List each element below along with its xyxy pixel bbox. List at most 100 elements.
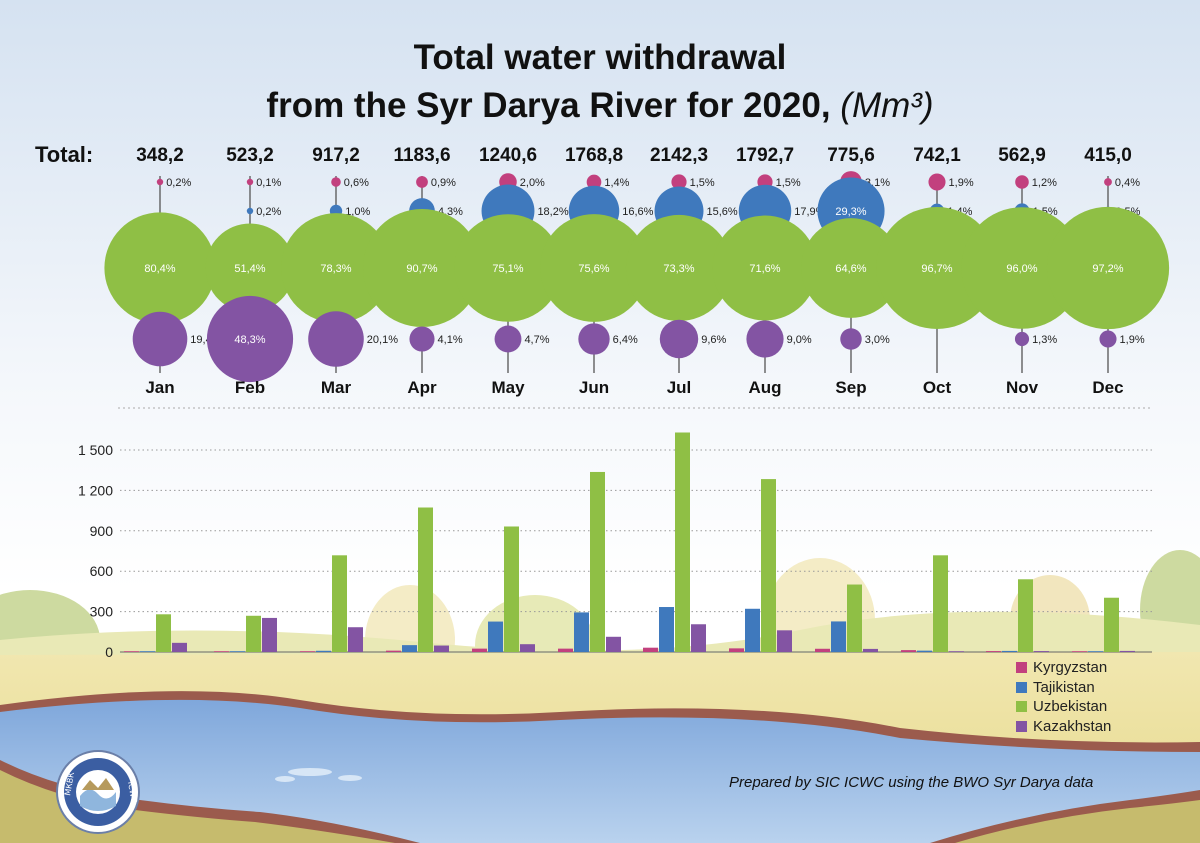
y-tick-label: 1 500 [78,442,113,458]
bubble-uzbekistan-apr [362,208,482,328]
y-tick-label: 900 [90,523,114,539]
bubble-label-kazakhstan-mar: 20,1% [367,334,398,346]
bar-tajikistan-jun [574,612,589,652]
month-label-jan: Jan [145,378,175,397]
icwc-logo: МКВК ICWC [56,750,140,834]
month-label-aug: Aug [748,378,782,397]
bubble-kazakhstan-jan [132,311,188,367]
bar-kyrgyzstan-sep [815,648,830,652]
bubble-label-kazakhstan-aug: 9,0% [787,334,812,346]
bubble-uzbekistan-nov [961,207,1083,329]
bar-tajikistan-apr [402,645,417,652]
bubble-label-kazakhstan-apr: 4,1% [438,334,463,346]
bubble-kazakhstan-nov [1014,331,1030,347]
total-value-aug: 1792,7 [735,145,795,166]
bubble-uzbekistan-feb [205,223,295,313]
bubble-label-kyrgyzstan-oct: 1,9% [949,177,974,189]
bubble-uzbekistan-may [454,214,562,322]
bar-uzbekistan-feb [246,615,261,652]
total-value-dec: 415,0 [1084,145,1132,166]
bar-uzbekistan-dec [1104,597,1119,652]
y-tick-label: 0 [105,644,113,660]
bar-tajikistan-mar [316,650,331,652]
legend-label: Tajikistan [1033,678,1095,696]
bubble-uzbekistan-sep [801,218,901,318]
bubble-label-kyrgyzstan-nov: 1,2% [1032,177,1057,189]
legend-swatch [1016,701,1027,713]
bar-legend: Kyrgyzstan Tajikistan Uzbekistan Kazakhstan [1016,658,1111,736]
bar-tajikistan-oct [917,650,932,652]
bubble-uzbekistan-jul [625,214,733,322]
legend-label: Uzbekistan [1033,698,1108,716]
chart-title-unit: (Mm³) [840,86,934,125]
source-credit: Prepared by SIC ICWC using the BWO Syr D… [729,774,1094,791]
bubble-kyrgyzstan-mar [331,177,341,187]
logo-text-left: МКВК [63,771,76,796]
bubble-uzbekistan-dec [1046,206,1170,330]
bar-kyrgyzstan-jul [643,647,658,652]
total-value-apr: 1183,6 [393,145,451,166]
bar-uzbekistan-jun [590,471,605,652]
bubble-kazakhstan-aug [746,320,784,358]
bubble-label-kazakhstan-sep: 3,0% [865,334,890,346]
bubble-uzbekistan-mar [281,213,391,323]
bar-kazakhstan-may [520,644,535,652]
bubble-label-uzbekistan-dec: 97,2% [1092,263,1123,275]
bar-kyrgyzstan-nov [986,651,1001,652]
bubble-label-kazakhstan-jul: 9,6% [701,334,726,346]
bar-kazakhstan-aug [777,630,792,652]
y-tick-label: 300 [90,604,114,620]
bar-uzbekistan-may [504,526,519,652]
bubble-kyrgyzstan-jun [586,174,602,190]
legend-swatch [1016,720,1027,732]
month-label-may: May [491,378,525,397]
bubble-label-uzbekistan-aug: 71,6% [749,263,780,275]
month-label-dec: Dec [1092,378,1124,397]
legend-label: Kyrgyzstan [1033,659,1108,677]
bar-uzbekistan-apr [418,507,433,652]
total-value-sep: 775,6 [827,145,875,166]
bubble-uzbekistan-jan [104,212,216,324]
bubble-label-kyrgyzstan-aug: 1,5% [776,177,801,189]
month-label-oct: Oct [922,378,952,397]
bar-uzbekistan-sep [847,584,862,652]
y-tick-label: 600 [90,563,114,579]
bubble-label-tajikistan-jul: 15,6% [706,206,737,218]
bar-kazakhstan-dec [1120,650,1135,652]
bubble-label-tajikistan-jun: 16,6% [622,206,653,218]
bubble-label-kyrgyzstan-feb: 0,1% [256,177,281,189]
bar-kyrgyzstan-jan [124,651,139,652]
bubble-label-uzbekistan-may: 75,1% [492,263,523,275]
chart-title-text: from the Syr Darya River for 2020, [266,86,831,125]
bar-uzbekistan-aug [761,479,776,652]
legend-item-kazakhstan: Kazakhstan [1016,717,1111,737]
bubble-label-uzbekistan-nov: 96,0% [1006,263,1037,275]
total-label: Total: [35,142,94,167]
month-label-mar: Mar [320,378,352,397]
legend-swatch [1016,681,1027,693]
bubble-label-uzbekistan-apr: 90,7% [406,263,437,275]
bubble-kazakhstan-sep [840,328,862,350]
bubble-label-kyrgyzstan-mar: 0,6% [344,177,369,189]
bar-tajikistan-sep [831,621,846,652]
total-value-feb: 523,2 [226,145,274,166]
total-value-mar: 917,2 [312,145,360,166]
bar-uzbekistan-mar [332,555,347,652]
bubble-label-kazakhstan-may: 4,7% [524,334,549,346]
bubble-kyrgyzstan-apr [416,176,428,188]
total-value-jun: 1768,8 [564,145,624,166]
bubble-label-tajikistan-feb: 0,2% [256,206,281,218]
bubble-label-tajikistan-sep: 29,3% [835,206,866,218]
bubble-kazakhstan-apr [409,326,435,352]
bar-uzbekistan-jul [675,432,690,652]
bar-kazakhstan-feb [262,617,277,652]
bubble-kazakhstan-jun [578,323,610,355]
total-value-may: 1240,6 [478,145,538,166]
bubble-uzbekistan-jun [540,214,648,322]
bubble-label-kyrgyzstan-jul: 1,5% [690,177,715,189]
bubble-label-kazakhstan-feb: 48,3% [234,334,265,346]
bar-kyrgyzstan-apr [386,650,401,652]
month-label-jun: Jun [578,378,610,397]
